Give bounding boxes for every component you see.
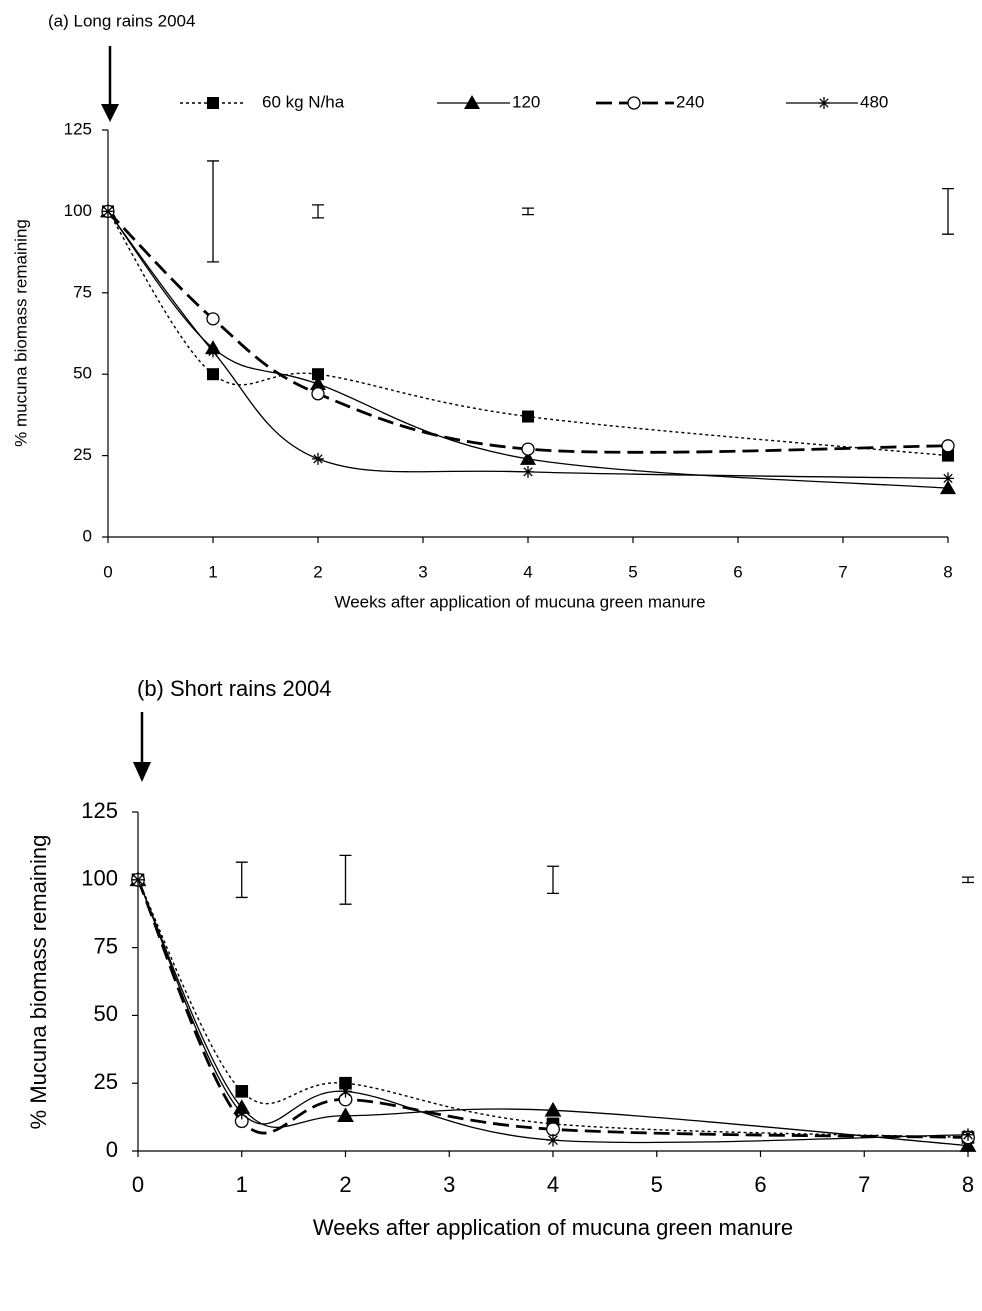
x-tick-label: 0: [103, 562, 112, 581]
series-line: [137, 879, 969, 1139]
series-line: [137, 879, 969, 1147]
y-tick-label: 100: [64, 201, 92, 220]
marker: [102, 205, 114, 218]
legend-marker: [207, 97, 219, 109]
error-bar: [942, 187, 954, 235]
y-tick-label: 0: [83, 526, 92, 545]
marker: [235, 1106, 249, 1120]
x-tick-label: 2: [339, 1172, 351, 1197]
marker: [206, 312, 220, 326]
series-line: [106, 210, 949, 454]
x-tick-label: 8: [943, 562, 952, 581]
error-bar: [235, 861, 248, 899]
marker: [942, 472, 954, 485]
y-tick-label: 25: [73, 445, 92, 464]
marker: [311, 387, 325, 401]
legend-marker: [627, 96, 641, 110]
x-tick-label: 5: [651, 1172, 663, 1197]
error-bar: [312, 204, 324, 219]
x-tick-label: 6: [754, 1172, 766, 1197]
x-tick-label: 3: [418, 562, 427, 581]
x-tick-label: 3: [443, 1172, 455, 1197]
marker: [207, 368, 219, 381]
y-tick-label: 75: [73, 282, 92, 301]
x-tick-label: 0: [132, 1172, 144, 1197]
arrow-b: [133, 712, 151, 782]
legend-label: 60 kg N/ha: [262, 92, 345, 111]
x-tick-label: 4: [547, 1172, 559, 1197]
series-line: [137, 879, 969, 1144]
error-bar: [339, 854, 352, 905]
series-line: [107, 211, 949, 480]
y-axis-label: % mucuna biomass remaining: [11, 219, 30, 447]
marker: [961, 1128, 975, 1142]
x-tick-label: 2: [313, 562, 322, 581]
legend-marker: [464, 95, 480, 109]
y-tick-label: 75: [94, 933, 118, 958]
x-tick-label: 7: [858, 1172, 870, 1197]
marker: [339, 1085, 352, 1098]
y-tick-label: 50: [73, 364, 92, 383]
y-tick-label: 100: [81, 866, 118, 891]
legend-label: 240: [676, 92, 704, 111]
x-tick-label: 7: [838, 562, 847, 581]
marker: [521, 442, 535, 456]
marker: [312, 452, 324, 465]
y-tick-label: 0: [106, 1137, 118, 1162]
error-bar: [547, 865, 559, 895]
arrow-a: [101, 46, 119, 122]
legend-label: 120: [512, 92, 540, 111]
marker: [310, 375, 326, 390]
marker: [339, 1076, 352, 1090]
marker: [520, 450, 536, 465]
marker: [235, 1085, 249, 1098]
x-axis-label: Weeks after application of mucuna green …: [313, 1215, 793, 1240]
y-tick-label: 125: [64, 119, 92, 138]
chart-title: (a) Long rains 2004: [48, 11, 195, 30]
y-tick-label: 25: [94, 1069, 118, 1094]
marker: [312, 368, 324, 381]
error-bar: [522, 207, 534, 216]
x-tick-label: 6: [733, 562, 742, 581]
x-axis-label: Weeks after application of mucuna green …: [334, 592, 705, 611]
marker: [544, 1101, 562, 1117]
error-bar: [207, 160, 219, 263]
marker: [941, 439, 955, 453]
y-tick-label: 50: [94, 1001, 118, 1026]
x-tick-label: 1: [236, 1172, 248, 1197]
chart-title: (b) Short rains 2004: [137, 676, 331, 701]
series-line: [107, 211, 949, 489]
x-tick-label: 8: [962, 1172, 974, 1197]
error-bar: [962, 876, 974, 884]
series-line: [136, 879, 969, 1139]
x-tick-label: 1: [208, 562, 217, 581]
marker: [522, 465, 534, 478]
marker: [337, 1107, 354, 1123]
series-line: [107, 211, 949, 457]
y-axis-label: % Mucuna biomass remaining: [26, 835, 51, 1130]
marker: [940, 480, 956, 495]
marker: [131, 873, 145, 887]
marker: [546, 1133, 560, 1147]
legend-label: 480: [860, 92, 888, 111]
marker: [959, 1137, 977, 1152]
marker: [207, 345, 219, 358]
y-tick-label: 125: [81, 798, 118, 823]
legend-marker: [818, 97, 830, 109]
x-tick-label: 4: [523, 562, 532, 581]
marker: [522, 410, 534, 423]
x-tick-label: 5: [628, 562, 637, 581]
marker: [546, 1122, 560, 1137]
marker: [942, 449, 954, 462]
marker: [233, 1099, 251, 1114]
